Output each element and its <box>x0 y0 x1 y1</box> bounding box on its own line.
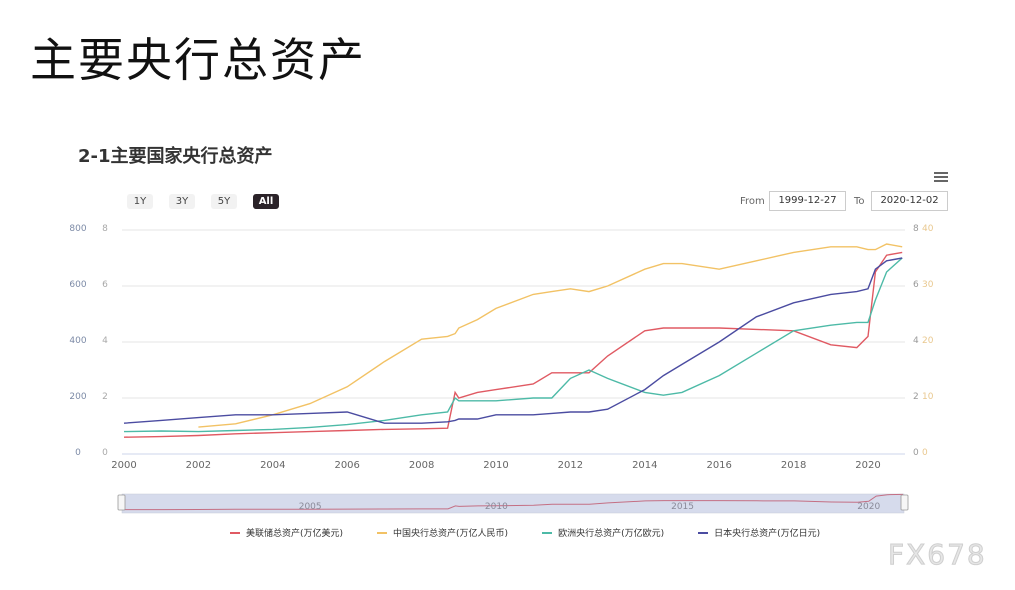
series-lines <box>123 243 903 438</box>
range-3y-button[interactable]: 3Y <box>169 194 195 209</box>
hamburger-menu-icon[interactable] <box>934 172 948 184</box>
to-label: To <box>854 196 865 207</box>
x-tick-label: 2014 <box>632 460 658 471</box>
y-tick-label: 600 <box>69 280 87 290</box>
legend: 美联储总资产(万亿美元) 中国央行总资产(万亿人民币) 欧洲央行总资产(万亿欧元… <box>230 526 820 539</box>
y-tick-label: 0 <box>913 448 919 458</box>
y-tick-label: 2 <box>913 392 919 402</box>
navigator-right-handle[interactable] <box>900 494 909 511</box>
y-tick-label: 0 <box>922 448 928 458</box>
x-tick-label: 2020 <box>855 460 881 471</box>
range-all-button[interactable]: All <box>253 194 279 209</box>
y-tick-label: 800 <box>69 224 87 234</box>
legend-item-ecb[interactable]: 欧洲央行总资产(万亿欧元) <box>542 526 664 539</box>
navigator-year-label: 2015 <box>671 502 694 512</box>
x-tick-label: 2008 <box>408 460 435 471</box>
series-line <box>123 257 903 433</box>
x-tick-label: 2004 <box>260 460 286 471</box>
y-tick-label: 8 <box>913 224 919 234</box>
legend-item-fed[interactable]: 美联储总资产(万亿美元) <box>230 526 343 539</box>
y-tick-label: 8 <box>102 224 108 234</box>
y-tick-label: 6 <box>913 280 919 290</box>
navigator-year-label: 2005 <box>298 502 322 512</box>
x-tick-label: 2012 <box>557 460 584 471</box>
series-line <box>123 257 903 424</box>
navigator[interactable] <box>117 493 909 514</box>
range-1y-button[interactable]: 1Y <box>127 194 153 209</box>
legend-swatch-icon <box>377 531 388 534</box>
x-tick-label: 2016 <box>706 460 732 471</box>
y-tick-label: 4 <box>102 336 108 346</box>
legend-item-boj[interactable]: 日本央行总资产(万亿日元) <box>698 526 820 539</box>
legend-swatch-icon <box>698 531 709 534</box>
y-tick-label: 30 <box>922 280 934 290</box>
x-tick-label: 2018 <box>780 460 807 471</box>
y-tick-label: 200 <box>69 392 87 402</box>
y-tick-label: 40 <box>922 224 934 234</box>
series-line <box>198 243 903 428</box>
legend-swatch-icon <box>230 531 240 534</box>
chart-title: 2-1主要国家央行总资产 <box>78 146 273 167</box>
y-tick-label: 4 <box>913 336 919 346</box>
y-tick-label: 0 <box>102 448 108 458</box>
navigator-year-label: 2020 <box>857 502 881 512</box>
y-tick-label: 10 <box>922 392 934 402</box>
legend-swatch-icon <box>542 531 553 534</box>
range-5y-button[interactable]: 5Y <box>211 194 237 209</box>
x-tick-label: 2002 <box>185 460 212 471</box>
legend-item-pboc[interactable]: 中国央行总资产(万亿人民币) <box>377 526 508 539</box>
x-tick-label: 2006 <box>334 460 360 471</box>
y-tick-label: 20 <box>922 336 934 346</box>
grid-lines <box>122 229 905 455</box>
y-tick-label: 400 <box>69 336 87 346</box>
navigator-left-handle[interactable] <box>117 494 126 511</box>
to-date-input[interactable]: 2020-12-02 <box>871 191 948 211</box>
y-tick-label: 0 <box>75 448 81 458</box>
y-tick-label: 6 <box>102 280 108 290</box>
y-tick-label: 2 <box>102 392 108 402</box>
from-label: From <box>740 196 765 207</box>
x-tick-label: 2010 <box>483 460 509 471</box>
x-tick-label: 2000 <box>111 460 137 471</box>
watermark-logo: FX678 <box>888 538 987 572</box>
series-line <box>123 251 903 438</box>
from-date-input[interactable]: 1999-12-27 <box>769 191 846 211</box>
navigator-year-label: 2010 <box>484 502 508 512</box>
slide-title: 主要央行总资产 <box>30 33 366 87</box>
